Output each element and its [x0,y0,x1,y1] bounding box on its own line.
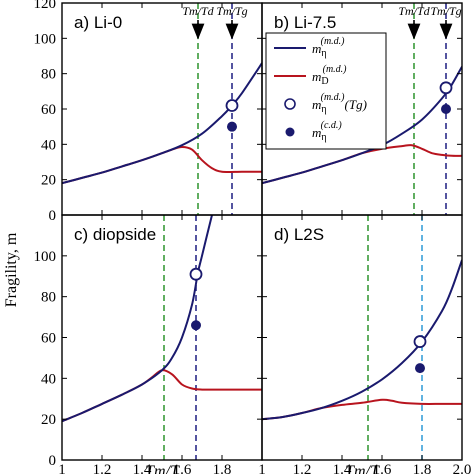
tm_td-label: Tm/Td [182,4,214,18]
x-axis-label: Tm/T [145,463,180,474]
x-tick-label: 1.2 [293,462,312,474]
x-tick-label: 1.2 [93,462,112,474]
panel-4-plot [262,215,462,460]
y-tick-label: 100 [34,31,57,47]
panel-3-plot [62,215,262,460]
x-tick-label: 1 [58,462,66,474]
panel-label: c) diopside [74,225,156,244]
panel-label: b) Li-7.5 [274,13,336,32]
y-tick-label: 20 [41,173,56,189]
filled-circle-point [227,121,237,132]
x-tick-label: 1.6 [173,462,192,474]
m-eta-curve [62,215,213,423]
x-axis-label: Tm/T [345,463,380,474]
open-circle-point [189,267,203,281]
x-tick-label: 1 [258,462,266,474]
legend-open-circle-icon [284,98,296,110]
y-tick-label: 100 [34,249,57,265]
tm_tg-label: Tm/Tg [216,4,247,18]
open-circle-point [225,99,239,112]
y-tick-label: 0 [49,453,57,469]
legend-entry-label: mη(m.d.) [312,36,345,59]
m-d-curve [262,144,462,185]
filled-circle-point [441,104,451,114]
panel-label: d) L2S [274,225,324,244]
x-tick-label: 2.0 [453,462,472,474]
y-tick-label: 20 [41,412,56,428]
open-circle-point [439,81,453,95]
legend: mη(m.d.) mD(m.d.) mη(m.d.)(Tg) mη(c.d.) [265,32,387,150]
y-tick-label: 0 [49,208,57,224]
filled-circle-point [191,320,201,331]
legend-filled-circle-icon [285,127,295,137]
x-tick-label: 1.8 [413,462,432,474]
panel-frame [61,214,263,461]
open-circle-point [413,335,427,348]
legend-entry-label: mη(c.d.) [312,120,342,143]
filled-circle-point [415,363,425,374]
x-tick-label: 1.6 [373,462,392,474]
x-tick-label: 1.4 [133,462,152,474]
panel-label: a) Li-0 [74,13,122,32]
legend-box [265,32,387,150]
y-tick-label: 120 [34,0,57,12]
tm_td-label: Tm/Td [398,4,430,18]
tm_tg-label: Tm/Tg [430,4,461,18]
x-tick-label: 1.4 [333,462,352,474]
y-tick-label: 40 [41,371,56,387]
legend-entry-label: mη(m.d.)(Tg) [312,92,367,115]
y-tick-label: 40 [41,137,56,153]
y-axis-label: Fragility, m [3,232,20,307]
y-tick-label: 80 [41,67,56,83]
y-tick-label: 60 [41,102,56,118]
m-d-curve [62,369,262,423]
m-eta-curve [262,259,462,421]
legend-entry-label: mD(m.d.) [312,64,347,87]
x-tick-label: 1.8 [213,462,232,474]
y-tick-label: 60 [41,331,56,347]
y-tick-label: 80 [41,290,56,306]
panel-frame [261,214,463,461]
